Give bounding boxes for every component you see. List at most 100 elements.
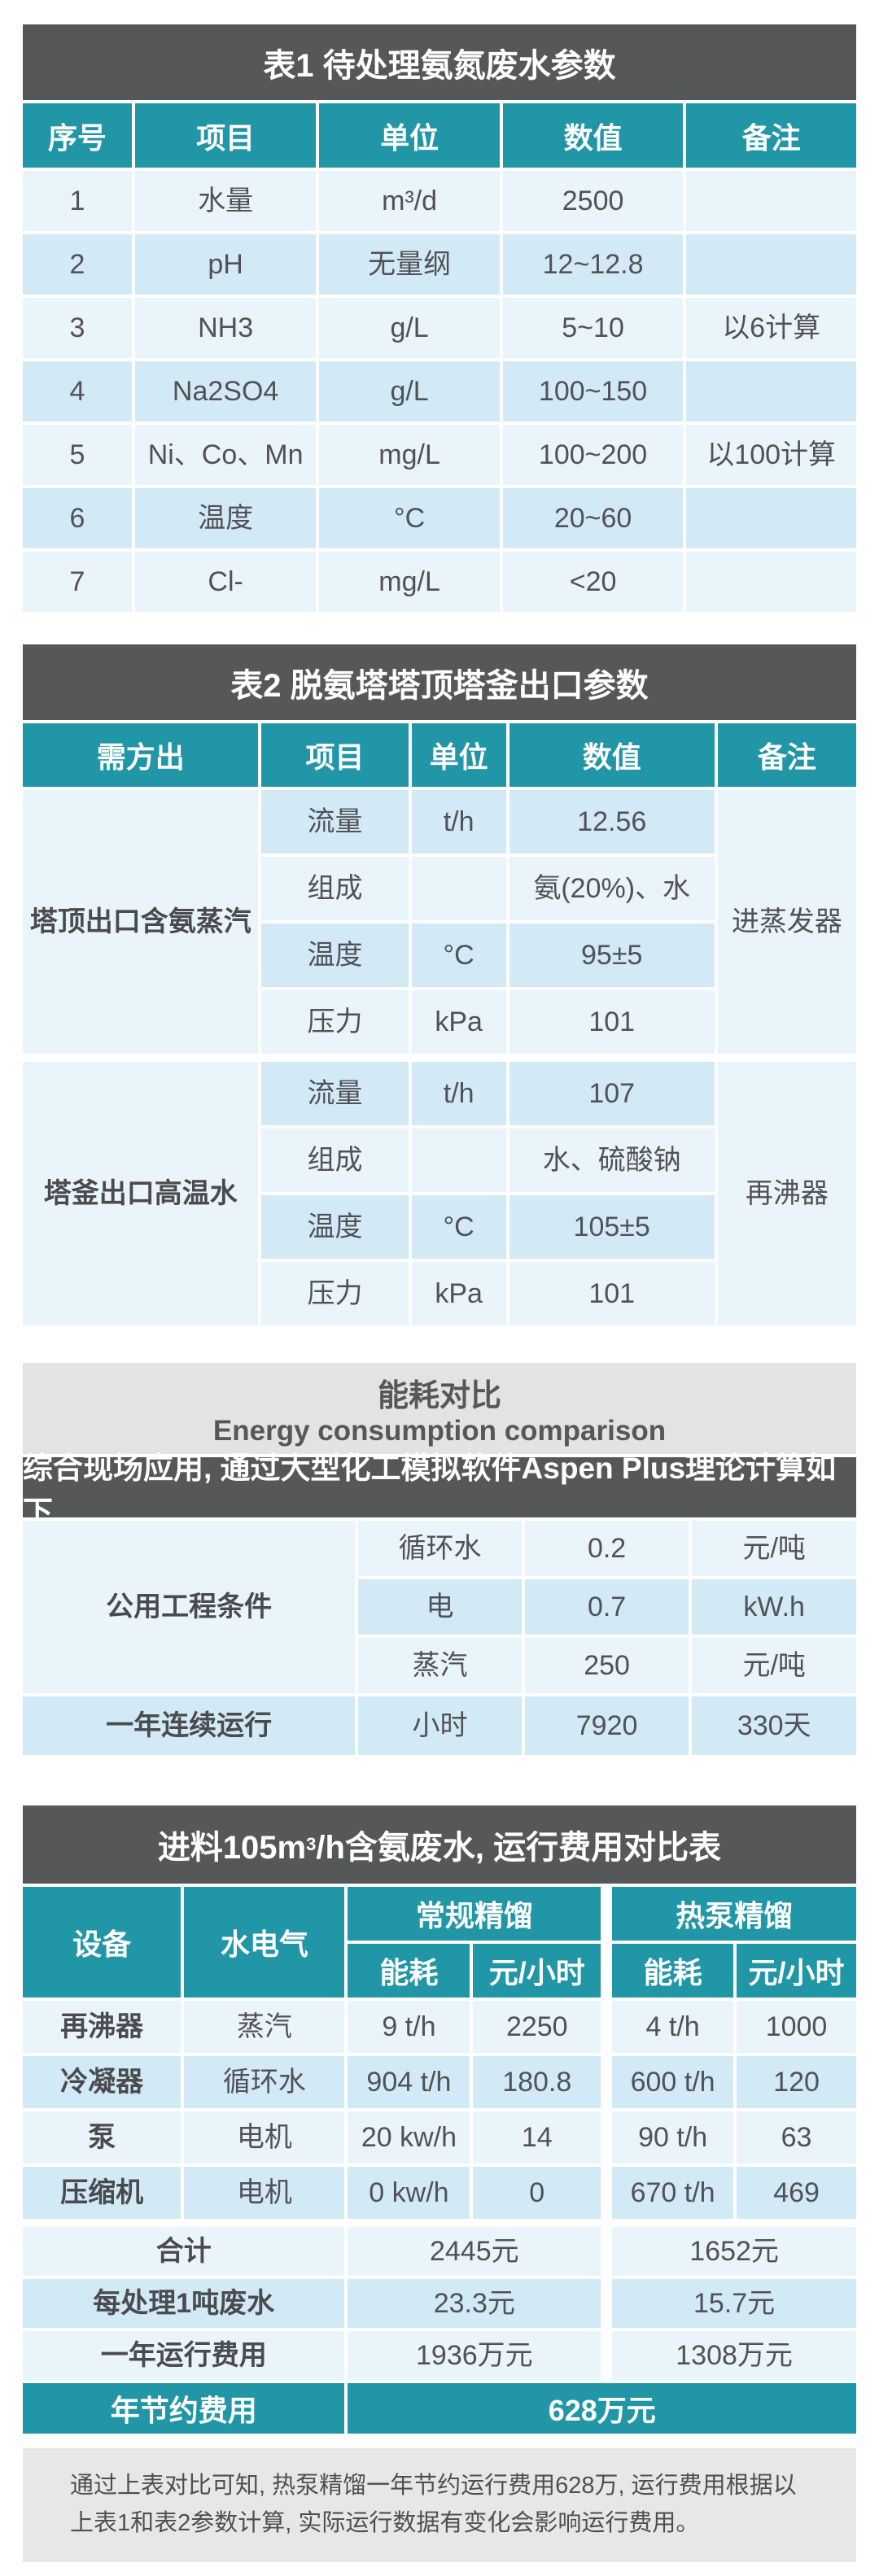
table1-title: 表1 待处理氨氮废水参数 xyxy=(23,24,856,100)
table-cell: mg/L xyxy=(319,425,500,485)
table-cell: 9 t/h xyxy=(348,2001,470,2053)
table3-subtitle: 综合现场应用, 通过大型化工模拟软件Aspen Plus理论计算如下 xyxy=(23,1452,856,1529)
table4-header-utility: 水电气 xyxy=(184,1887,345,1997)
table-cell: 1308万元 xyxy=(612,2331,856,2380)
table-cell: 温度 xyxy=(261,1195,409,1259)
table-cell: t/h xyxy=(411,790,506,854)
table-cell: g/L xyxy=(319,361,500,421)
table-cell: 水、硫酸钠 xyxy=(509,1129,715,1192)
table-cell: 1652元 xyxy=(612,2227,856,2276)
table-cell: °C xyxy=(411,1195,506,1259)
table-cell: t/h xyxy=(411,1062,506,1125)
table-cell: 0 xyxy=(473,2167,601,2219)
table4-subheader-cost: 元/小时 xyxy=(737,1944,856,1997)
table2-title: 表2 脱氨塔塔顶塔釜出口参数 xyxy=(23,644,856,720)
table-cell: kPa xyxy=(411,1262,506,1325)
table4: 进料105m 3/h含氨废水, 运行费用对比表 设备 水电气 常规精馏 热泵精馏 … xyxy=(23,1805,856,2434)
table-cell: 温度 xyxy=(261,923,409,987)
table-cell: 元/吨 xyxy=(692,1521,856,1576)
table4-header-conventional: 常规精馏 xyxy=(348,1887,601,1941)
table-cell: 1936万元 xyxy=(348,2331,601,2380)
table-cell: 冷凝器 xyxy=(23,2056,181,2108)
table-cell: 330天 xyxy=(692,1696,856,1755)
table2-header-remark: 备注 xyxy=(717,723,856,787)
table-cell: 再沸器 xyxy=(23,2001,181,2053)
table-cell: 0 kw/h xyxy=(348,2167,470,2219)
table-cell: 180.8 xyxy=(473,2056,601,2108)
table-cell: 电机 xyxy=(184,2167,345,2219)
table-cell: 100~150 xyxy=(502,361,684,421)
table-cell: 95±5 xyxy=(509,923,715,987)
table-cell: 0.7 xyxy=(524,1579,689,1635)
table1-header-item: 项目 xyxy=(134,103,317,168)
table-cell: 6 xyxy=(23,488,132,548)
table3-title: 能耗对比 Energy consumption comparison xyxy=(23,1363,856,1454)
table-cell: 7 xyxy=(23,552,132,612)
table4-saving-value: 628万元 xyxy=(348,2383,856,2434)
table-cell xyxy=(686,488,856,548)
table-cell: 压缩机 xyxy=(23,2167,181,2219)
table-cell: 15.7元 xyxy=(612,2279,856,2328)
table-cell: 250 xyxy=(524,1638,689,1693)
table-cell: 水量 xyxy=(134,171,317,231)
table-cell: 压力 xyxy=(261,990,409,1054)
table-cell: 600 t/h xyxy=(612,2056,734,2108)
footer-note: 通过上表对比可知, 热泵精馏一年节约运行费用628万, 运行费用根据以上表1和表… xyxy=(23,2448,856,2562)
table-cell: 469 xyxy=(737,2167,856,2219)
table-cell: 蒸汽 xyxy=(184,2001,345,2053)
table4-title-suffix: /h含氨废水, 运行费用对比表 xyxy=(316,1830,722,1866)
table1-header-index: 序号 xyxy=(23,103,132,168)
table-cell: 氨(20%)、水 xyxy=(509,857,715,920)
table1-header-unit: 单位 xyxy=(319,103,500,168)
table4-yearly-label: 一年运行费用 xyxy=(23,2331,345,2380)
table-cell: 90 t/h xyxy=(612,2111,734,2163)
table-cell: 2 xyxy=(23,234,132,295)
table-cell: 100~200 xyxy=(502,425,684,485)
table-cell: 101 xyxy=(509,1262,715,1325)
table-cell: 无量纲 xyxy=(319,234,500,295)
table2-group2-remark: 再沸器 xyxy=(717,1062,856,1325)
table2: 表2 脱氨塔塔顶塔釜出口参数 需方出 项目 单位 数值 备注 塔顶出口含氨蒸汽 … xyxy=(23,644,856,1325)
table-cell: 循环水 xyxy=(358,1521,522,1576)
table-cell: 2250 xyxy=(473,2001,601,2053)
table-cell: 5 xyxy=(23,425,132,485)
table-cell xyxy=(411,1129,506,1192)
table-cell: Na2SO4 xyxy=(134,361,317,421)
table4-per-ton-label: 每处理1吨废水 xyxy=(23,2279,345,2328)
table-cell: 元/吨 xyxy=(692,1638,856,1693)
table-cell: 蒸汽 xyxy=(358,1638,522,1693)
table4-header-heat-pump: 热泵精馏 xyxy=(612,1887,856,1941)
table3-utility-label: 公用工程条件 xyxy=(23,1521,356,1693)
table-cell: 107 xyxy=(509,1062,715,1125)
table2-header-unit: 单位 xyxy=(411,723,506,787)
table-cell: 0.2 xyxy=(524,1521,689,1576)
table2-group1-label: 塔顶出口含氨蒸汽 xyxy=(23,790,259,1054)
table-cell: 泵 xyxy=(23,2111,181,2163)
table-cell: 12~12.8 xyxy=(502,234,684,295)
table-cell xyxy=(411,857,506,920)
table-cell: 14 xyxy=(473,2111,601,2163)
table3: 能耗对比 Energy consumption comparison 综合现场应… xyxy=(23,1363,856,1755)
table1-header-remark: 备注 xyxy=(686,103,856,168)
table-cell: 7920 xyxy=(524,1696,689,1755)
table-cell: 流量 xyxy=(261,1062,409,1125)
table-cell: 904 t/h xyxy=(348,2056,470,2108)
table-cell: <20 xyxy=(502,552,684,612)
table-cell: 2500 xyxy=(502,171,684,231)
table-cell: 温度 xyxy=(134,488,317,548)
table-cell: 压力 xyxy=(261,1262,409,1325)
table-cell: 以100计算 xyxy=(686,425,856,485)
table-cell: 1000 xyxy=(737,2001,856,2053)
table-cell: 63 xyxy=(737,2111,856,2163)
summary-separator xyxy=(23,2222,856,2224)
table-cell: 12.56 xyxy=(509,790,715,854)
table2-header-source: 需方出 xyxy=(23,723,259,787)
table-cell: 120 xyxy=(737,2056,856,2108)
table-cell: 流量 xyxy=(261,790,409,854)
table4-title: 进料105m 3/h含氨废水, 运行费用对比表 xyxy=(23,1805,856,1884)
table-cell: 5~10 xyxy=(502,298,684,358)
table-cell: 小时 xyxy=(358,1696,522,1755)
table-cell: Ni、Co、Mn xyxy=(134,425,317,485)
